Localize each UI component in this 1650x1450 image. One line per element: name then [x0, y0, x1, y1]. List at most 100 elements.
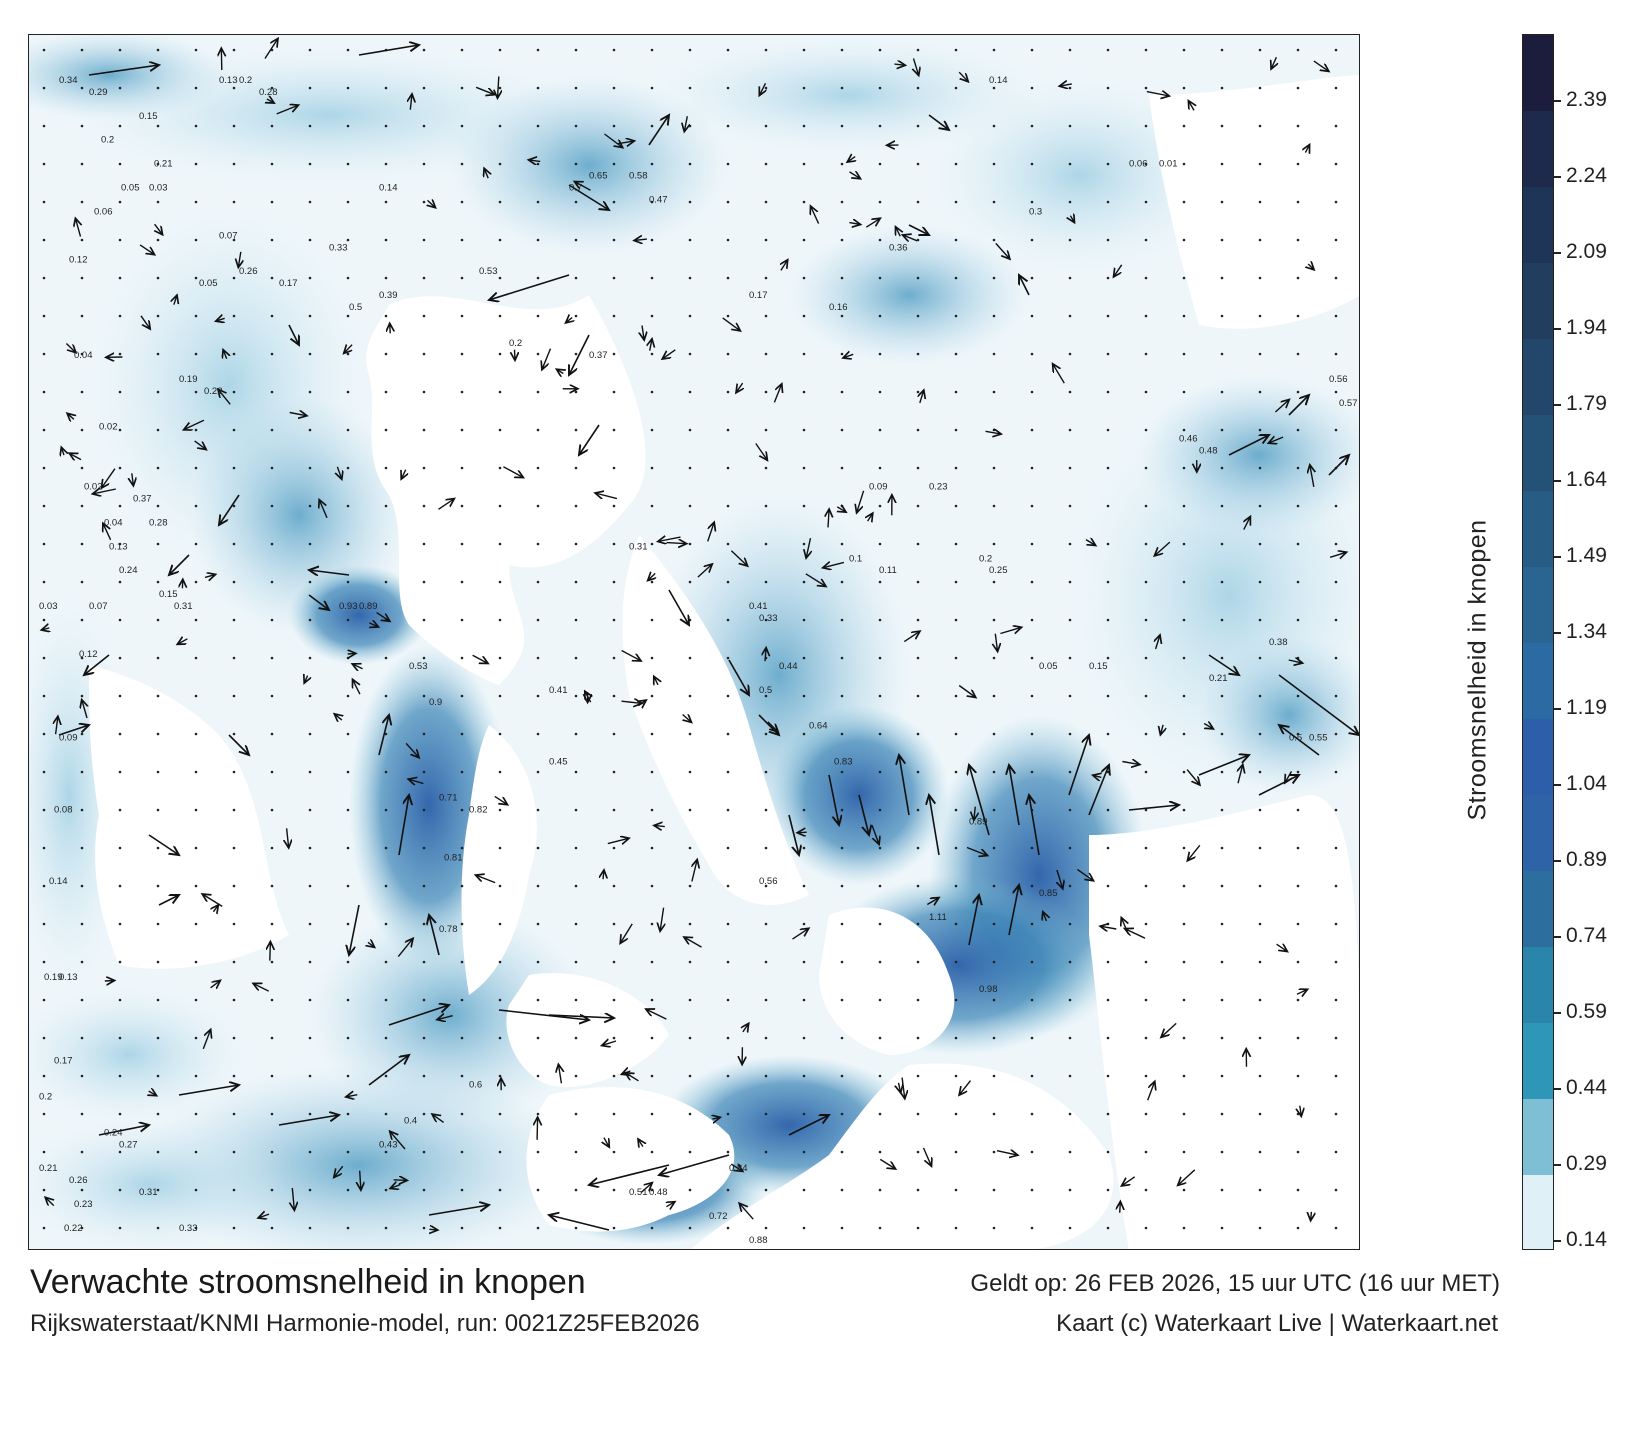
grid-dot [650, 998, 654, 1002]
grid-dot [1106, 808, 1110, 812]
grid-dot [1220, 618, 1224, 622]
grid-dot [840, 922, 844, 926]
grid-dot [688, 238, 692, 242]
grid-dot [1068, 276, 1072, 280]
grid-dot [1030, 200, 1034, 204]
grid-dot [992, 466, 996, 470]
grid-dot [1144, 732, 1148, 736]
speed-value-label: 0.57 [1339, 398, 1358, 409]
grid-dot [384, 998, 388, 1002]
grid-dot [916, 1150, 920, 1154]
grid-dot [42, 618, 46, 622]
grid-dot [878, 200, 882, 204]
grid-dot [498, 428, 502, 432]
grid-dot [916, 884, 920, 888]
grid-dot [498, 276, 502, 280]
current-arrow [926, 898, 939, 905]
grid-dot [726, 770, 730, 774]
current-arrow [1114, 264, 1123, 277]
grid-dot [764, 1226, 768, 1230]
current-arrow [69, 453, 82, 459]
grid-dot [1106, 618, 1110, 622]
grid-dot [1220, 238, 1224, 242]
grid-dot [992, 732, 996, 736]
grid-dot [1144, 428, 1148, 432]
grid-dot [270, 732, 274, 736]
grid-dot [1144, 542, 1148, 546]
grid-dot [878, 1150, 882, 1154]
grid-dot [916, 580, 920, 584]
grid-dot [916, 808, 920, 812]
grid-dot [308, 352, 312, 356]
current-arrow [438, 499, 455, 510]
grid-dot [536, 770, 540, 774]
grid-dot [1258, 960, 1262, 964]
speed-value-label: 0.13 [109, 541, 128, 552]
grid-dot [840, 656, 844, 660]
grid-dot [612, 656, 616, 660]
grid-dot [498, 922, 502, 926]
grid-dot [384, 808, 388, 812]
grid-dot [954, 86, 958, 90]
current-arrow [843, 354, 854, 358]
grid-dot [536, 618, 540, 622]
current-arrow [494, 795, 508, 804]
grid-dot [270, 86, 274, 90]
current-arrow [287, 828, 289, 848]
grid-dot [802, 276, 806, 280]
grid-dot [726, 542, 730, 546]
grid-dot [346, 846, 350, 850]
grid-dot [422, 48, 426, 52]
grid-dot [42, 542, 46, 546]
grid-dot [308, 808, 312, 812]
grid-dot [574, 86, 578, 90]
grid-dot [1296, 1036, 1300, 1040]
grid-dot [650, 48, 654, 52]
grid-dot [726, 238, 730, 242]
speed-value-label: 0.11 [879, 565, 897, 576]
current-arrow [579, 424, 600, 455]
grid-dot [1220, 1036, 1224, 1040]
speed-value-label: 0.08 [54, 804, 73, 815]
grid-dot [460, 48, 464, 52]
speed-value-label: 0.43 [379, 1139, 398, 1150]
grid-dot [346, 314, 350, 318]
grid-dot [764, 466, 768, 470]
grid-dot [536, 656, 540, 660]
grid-dot [384, 238, 388, 242]
grid-dot [1144, 846, 1148, 850]
grid-dot [1182, 314, 1186, 318]
grid-dot [612, 1036, 616, 1040]
grid-dot [1144, 86, 1148, 90]
current-arrow [1076, 868, 1093, 880]
grid-dot [270, 352, 274, 356]
grid-dot [1030, 124, 1034, 128]
grid-dot [916, 732, 920, 736]
grid-dot [460, 884, 464, 888]
grid-dot [650, 162, 654, 166]
grid-dot [1220, 314, 1224, 318]
grid-dot [688, 770, 692, 774]
grid-dot [422, 846, 426, 850]
grid-dot [460, 694, 464, 698]
grid-dot [650, 960, 654, 964]
grid-dot [346, 922, 350, 926]
grid-dot [1106, 200, 1110, 204]
grid-dot [384, 732, 388, 736]
grid-dot [992, 960, 996, 964]
grid-dot [1220, 86, 1224, 90]
grid-dot [954, 884, 958, 888]
grid-dot [574, 1188, 578, 1192]
grid-dot [498, 694, 502, 698]
current-arrow [1305, 145, 1309, 153]
grid-dot [1030, 1112, 1034, 1116]
grid-dot [1182, 884, 1186, 888]
grid-dot [118, 162, 122, 166]
grid-dot [1220, 960, 1224, 964]
grid-dot [802, 884, 806, 888]
grid-dot [42, 86, 46, 90]
grid-dot [232, 352, 236, 356]
current-arrow [650, 339, 652, 351]
grid-dot [1296, 428, 1300, 432]
grid-dot [1106, 1036, 1110, 1040]
